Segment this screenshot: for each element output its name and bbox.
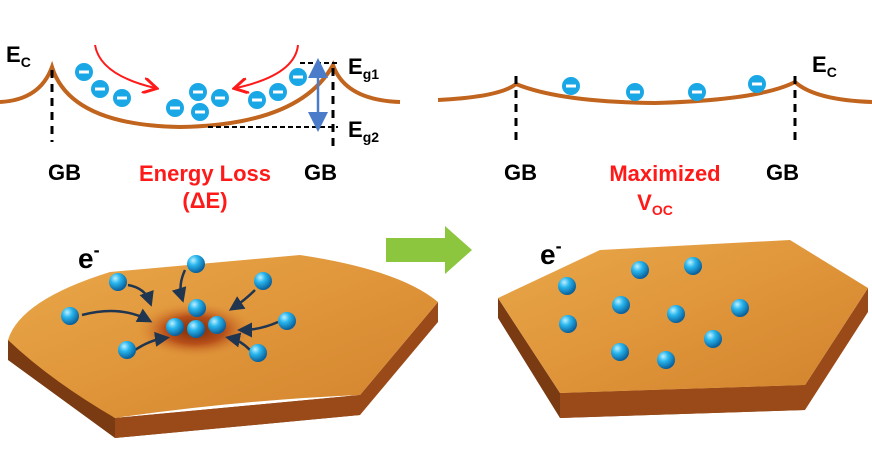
electron-icon	[248, 91, 266, 109]
gb-label-right: GB	[766, 160, 799, 185]
drift-arrow	[134, 331, 170, 352]
electron-icon	[269, 83, 287, 101]
electron-sphere	[684, 257, 702, 275]
conduction-band-curve	[0, 60, 401, 130]
eg2-label: Eg2	[348, 117, 379, 145]
flow-arrow-left	[94, 44, 155, 88]
electron-sphere	[187, 255, 205, 273]
electron-sphere	[278, 312, 296, 330]
drift-arrow	[81, 308, 153, 323]
maximized-caption: Maximized	[609, 161, 720, 186]
left-band-diagram: EC Eg1 Eg2 GB GB Energy Loss (ΔE)	[0, 42, 401, 213]
gb-label-right: GB	[304, 160, 337, 185]
electron-icon	[166, 99, 184, 117]
electron-sphere	[559, 315, 577, 333]
electron-icon	[211, 89, 229, 107]
electron-sphere	[166, 318, 184, 336]
electron-sphere	[254, 272, 272, 290]
electron-sphere	[208, 316, 226, 334]
drift-arrow	[225, 332, 251, 351]
electron-icon	[688, 83, 706, 101]
electron-sphere	[61, 307, 79, 325]
gb-label-left: GB	[504, 160, 537, 185]
drift-arrow	[237, 320, 279, 338]
electron-icon	[748, 75, 766, 93]
electron-label: e-	[540, 236, 562, 270]
electron-icon	[91, 80, 109, 98]
flow-arrow-right	[236, 44, 299, 88]
electron-sphere	[118, 341, 136, 359]
electron-icon	[113, 89, 131, 107]
electron-sphere	[188, 299, 206, 317]
electron-sphere	[731, 299, 749, 317]
eg1-label: Eg1	[348, 54, 379, 82]
ec-label: EC	[812, 52, 837, 80]
electron-sphere	[612, 296, 630, 314]
electron-sphere	[187, 320, 205, 338]
electron-sphere	[558, 277, 576, 295]
energy-loss-caption: Energy Loss	[139, 161, 271, 186]
electron-sphere	[109, 273, 127, 291]
electron-sphere	[249, 344, 267, 362]
drift-arrow	[228, 289, 256, 311]
right-band-diagram: EC GB GB Maximized VOC	[437, 52, 872, 218]
conduction-band-curve	[437, 79, 872, 106]
electron-label: e-	[78, 240, 100, 274]
electron-icon	[189, 83, 207, 101]
electron-sphere	[704, 330, 722, 348]
electron-icon	[191, 103, 209, 121]
voc-caption: VOC	[637, 190, 673, 218]
ec-label: EC	[6, 42, 31, 70]
right-grain-surface: e-	[498, 236, 868, 418]
electron-icon	[289, 68, 307, 86]
electron-sphere	[657, 351, 675, 369]
gb-label-left: GB	[48, 160, 81, 185]
delta-e-caption: (ΔE)	[182, 188, 227, 213]
drift-arrow	[127, 283, 154, 307]
electron-icon	[75, 63, 93, 81]
electron-sphere	[631, 261, 649, 279]
drift-arrow	[171, 269, 187, 303]
electron-sphere	[667, 305, 685, 323]
electron-sphere	[611, 343, 629, 361]
left-grain-surface: e-	[8, 240, 438, 438]
electron-icon	[562, 77, 580, 95]
transition-arrow	[386, 226, 472, 274]
electron-icon	[626, 83, 644, 101]
